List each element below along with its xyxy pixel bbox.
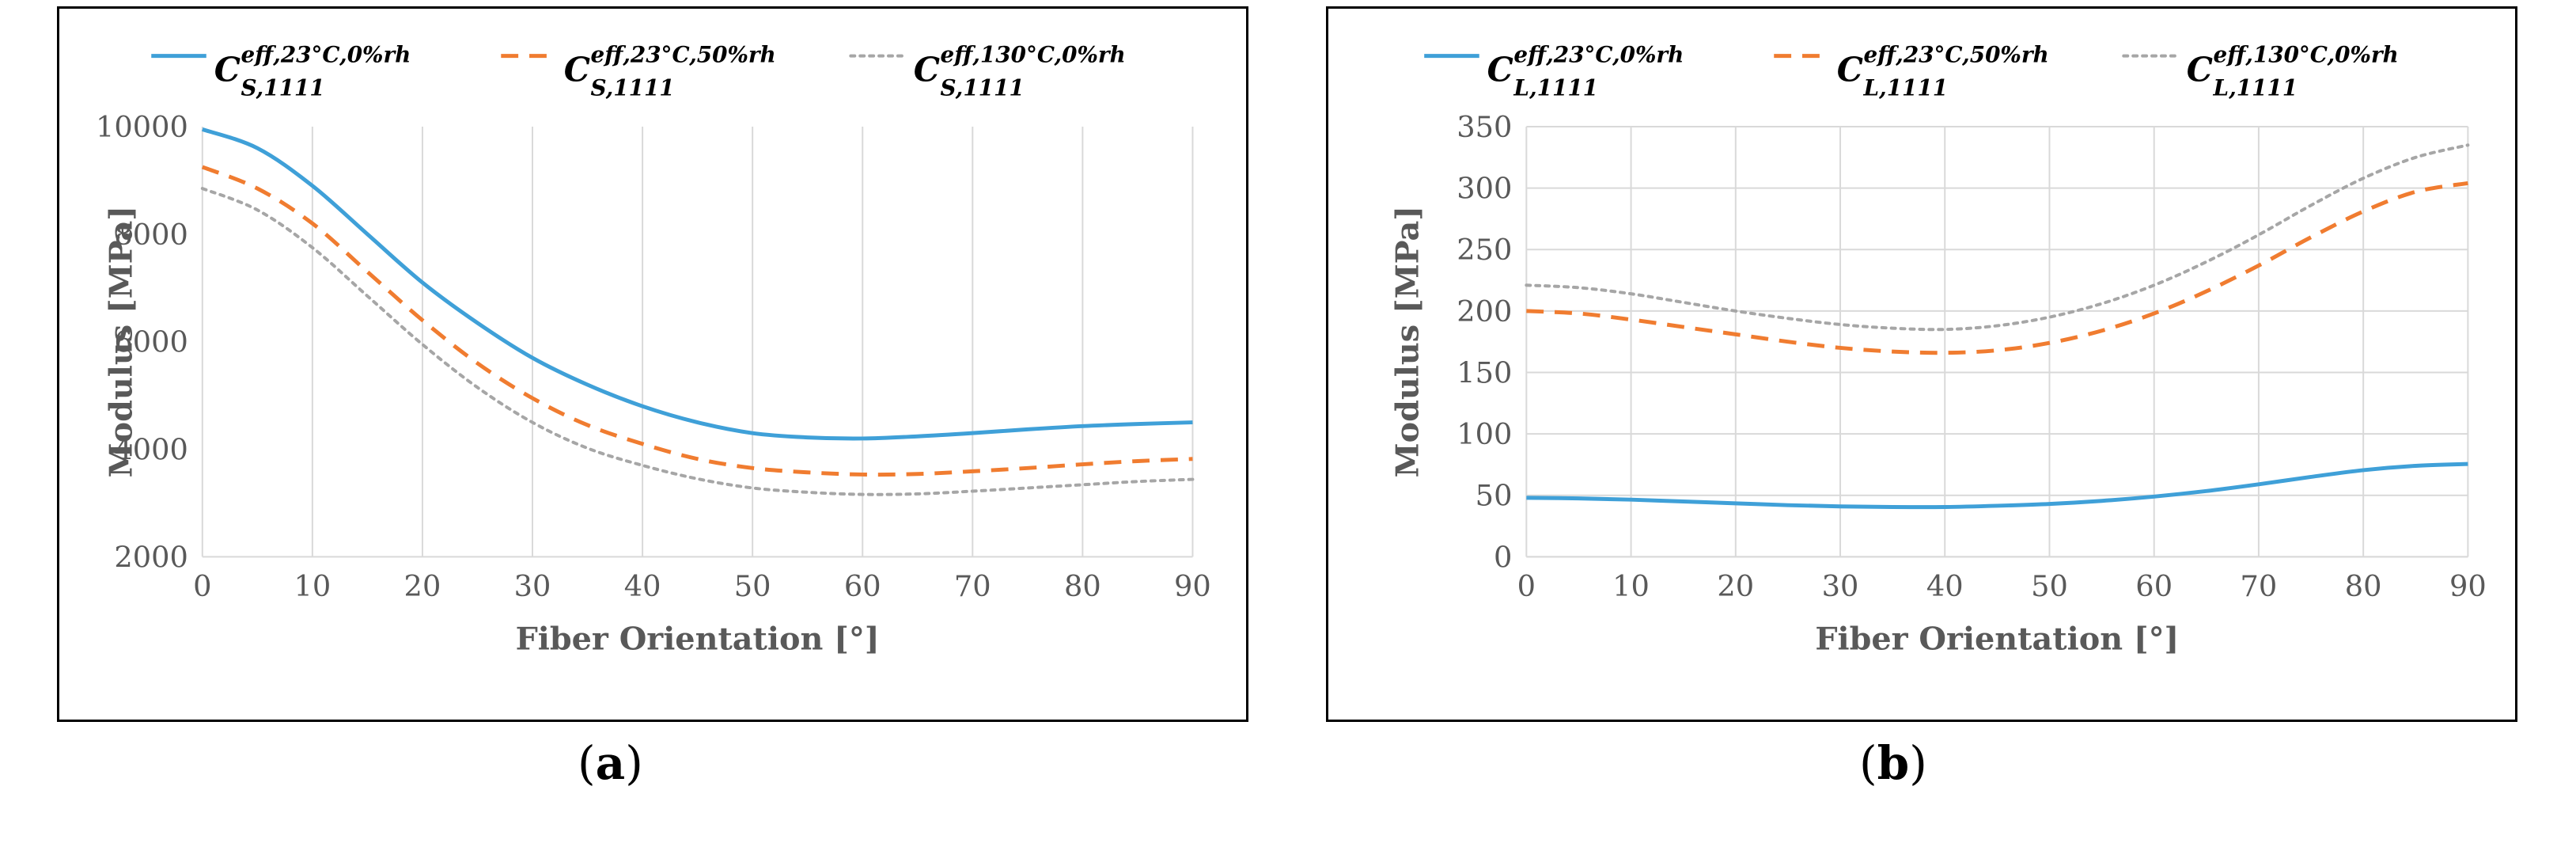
x-tick-label: 60 — [2135, 569, 2173, 603]
y-tick-label: 250 — [1457, 233, 1512, 267]
series-line-1 — [1526, 461, 2468, 510]
y-axis-title: Modulus [MPa] — [1389, 206, 1426, 477]
x-tick-label: 30 — [514, 569, 551, 603]
chart-a-svg: 0 10 20 30 40 50 60 70 80 90 2000 4000 6000 8000 10000… — [96, 42, 1211, 658]
chart-panel-b: 0 10 20 30 40 50 60 70 80 90 0 50 100 150 200 250 300 350… — [1326, 6, 2517, 722]
series-line-3 — [1525, 143, 2470, 332]
y-tick-label: 300 — [1457, 172, 1512, 206]
legend-subscript: L,1111 — [1862, 74, 1948, 101]
x-tick-label: 80 — [2345, 569, 2382, 603]
x-tick-label: 10 — [1612, 569, 1650, 603]
legend-subscript: S,1111 — [591, 74, 675, 101]
y-tick-label: 0 — [1494, 540, 1512, 574]
legend-symbol: C — [914, 50, 940, 89]
caption-a: (a) — [578, 736, 643, 790]
series-line-2 — [201, 165, 1193, 477]
x-tick-label: 60 — [844, 569, 881, 603]
legend-symbol: C — [1487, 50, 1513, 89]
y-tick-label: 8000 — [114, 218, 188, 252]
x-tick-label: 90 — [1174, 569, 1211, 603]
x-tick-label: 40 — [624, 569, 661, 603]
legend-superscript: eff,23°C,0%rh — [1513, 42, 1684, 68]
y-tick-label: 200 — [1457, 294, 1512, 329]
x-tick-label: 50 — [2031, 569, 2068, 603]
legend-superscript: eff,23°C,50%rh — [1863, 42, 2048, 68]
legend-symbol: C — [2187, 50, 2213, 89]
x-tick-label: 90 — [2449, 569, 2487, 603]
x-tick-label: 80 — [1064, 569, 1101, 603]
x-tick-label: 70 — [954, 569, 991, 603]
x-tick-label: 30 — [1822, 569, 1859, 603]
y-tick-label: 10000 — [96, 110, 188, 144]
series-line-1 — [202, 127, 1193, 441]
legend-subscript: S,1111 — [241, 74, 324, 101]
x-tick-label: 50 — [734, 569, 771, 603]
chart-panel-a: 0 10 20 30 40 50 60 70 80 90 2000 4000 6000 8000 10000… — [57, 6, 1248, 722]
y-tick-label: 350 — [1457, 110, 1512, 144]
x-axis-title: Fiber Orientation [°] — [516, 621, 880, 658]
caption-b: (b) — [1859, 736, 1927, 790]
x-axis-title: Fiber Orientation [°] — [1815, 621, 2179, 658]
x-tick-label: 40 — [1926, 569, 1964, 603]
y-tick-label: 6000 — [114, 325, 188, 359]
legend-subscript: S,1111 — [941, 74, 1025, 101]
legend-symbol: C — [564, 50, 590, 89]
legend-subscript: L,1111 — [1513, 74, 1598, 101]
legend-subscript: L,1111 — [2213, 74, 2298, 101]
x-tick-label: 0 — [193, 569, 211, 603]
x-tick-label: 70 — [2241, 569, 2278, 603]
x-tick-label: 0 — [1517, 569, 1536, 603]
x-tick-label: 20 — [404, 569, 441, 603]
chart-b-svg: 0 10 20 30 40 50 60 70 80 90 0 50 100 150 200 250 300 350… — [1389, 42, 2487, 658]
y-tick-label: 150 — [1457, 355, 1512, 389]
legend-superscript: eff,23°C,0%rh — [241, 42, 411, 68]
series-line-3 — [200, 187, 1195, 496]
y-tick-label: 4000 — [114, 432, 188, 466]
legend-superscript: eff,130°C,0%rh — [941, 42, 1126, 68]
y-tick-label: 2000 — [114, 540, 188, 574]
legend-symbol: C — [1837, 50, 1863, 89]
series-line-2 — [1526, 180, 2468, 355]
y-axis-title: Modulus [MPa] — [103, 206, 139, 477]
y-tick-label: 100 — [1457, 417, 1512, 451]
x-tick-label: 10 — [294, 569, 331, 603]
legend-symbol: C — [214, 50, 241, 89]
y-tick-label: 50 — [1476, 479, 1513, 513]
legend-superscript: eff,23°C,50%rh — [591, 42, 776, 68]
x-tick-label: 20 — [1717, 569, 1754, 603]
legend-superscript: eff,130°C,0%rh — [2214, 42, 2399, 68]
